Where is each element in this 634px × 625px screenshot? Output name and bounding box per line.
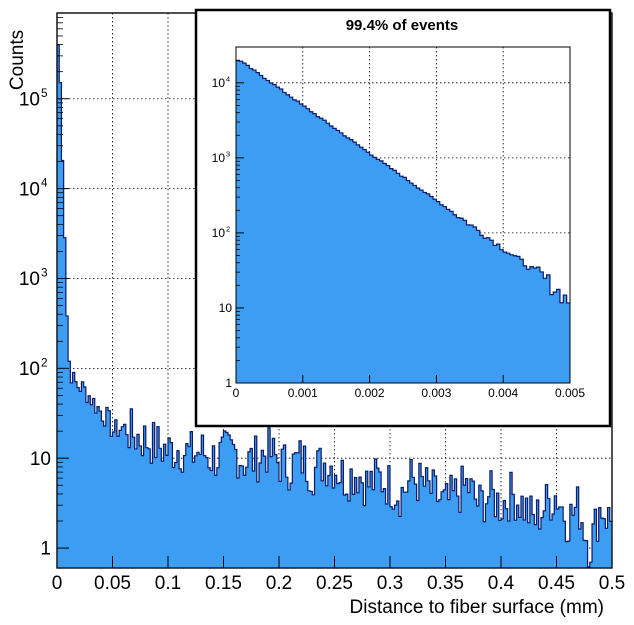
y-tick-exponent: 4 [41,177,48,190]
main-histogram-outline [57,44,612,568]
inset-x-axis: 0 0.001 0.002 0.003 0.004 0.005 [233,375,585,400]
x-tick-label: 0.005 [555,386,585,400]
x-tick-label: 0.1 [155,573,181,594]
inset-plot-border [235,46,571,384]
y-tick-label: 10 [30,449,51,470]
y-tick-label: 10 [19,359,40,380]
y-tick-exponent: 4 [226,75,230,84]
x-tick-label: 0.004 [488,386,518,400]
y-axis-title: Counts [7,30,28,90]
y-tick-label: 10 [212,151,226,165]
y-tick-label: 10 [19,89,40,110]
y-tick-label: 10 [212,76,226,90]
x-axis-title: Distance to fiber surface (mm) [350,597,604,618]
y-tick-exponent: 5 [41,87,48,100]
y-tick-label: 10 [19,269,40,290]
x-tick-label: 0 [233,386,240,400]
x-tick-label: 0.001 [288,386,318,400]
y-tick-label: 1 [225,376,232,390]
x-tick-label: 0 [52,573,63,594]
x-tick-label: 0.4 [488,573,515,594]
y-tick-exponent: 3 [41,267,48,280]
inset-panel: 99.4% of events 0 0.001 0.002 0.003 0.004 0.0… [194,8,612,428]
x-tick-label: 0.05 [94,573,131,594]
y-tick-label: 10 [212,226,226,240]
x-tick-label: 0.3 [377,573,403,594]
x-tick-label: 0.002 [355,386,385,400]
x-tick-label: 0.35 [427,573,464,594]
x-tick-label: 0.2 [266,573,292,594]
x-tick-label: 0.25 [316,573,353,594]
x-tick-label: 0.003 [421,386,451,400]
y-tick-exponent: 3 [226,150,230,159]
x-tick-label: 0.15 [205,573,242,594]
y-tick-exponent: 2 [226,225,230,234]
y-tick-exponent: 2 [41,356,48,369]
main-x-axis: 0 0.05 0.1 0.15 0.2 0.25 0.3 0.35 0.4 0.45 0.5 [52,556,625,594]
inset-histogram-outline [236,60,570,304]
y-tick-label: 10 [19,179,40,200]
inset-title: 99.4% of events [346,17,459,34]
main-histogram-fill [57,44,612,568]
inset-histogram-fill [236,60,570,383]
x-tick-label: 0.5 [599,573,625,594]
y-tick-label: 1 [40,539,51,560]
x-tick-label: 0.45 [538,573,575,594]
y-tick-label: 10 [219,301,233,315]
